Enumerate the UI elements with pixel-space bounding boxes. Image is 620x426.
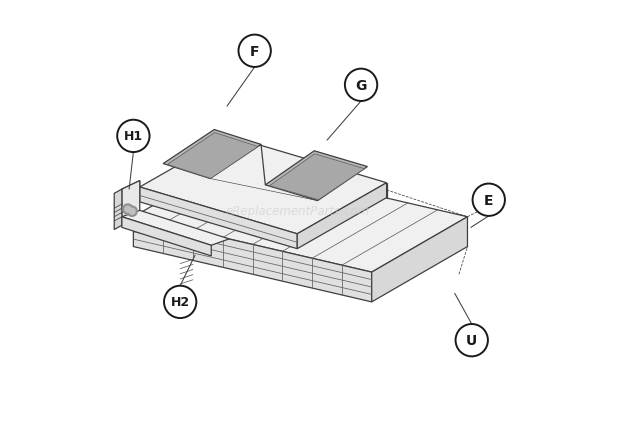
Circle shape xyxy=(127,207,137,217)
Polygon shape xyxy=(114,190,122,230)
Polygon shape xyxy=(133,162,467,273)
Circle shape xyxy=(345,69,377,102)
Text: H2: H2 xyxy=(170,296,190,309)
Text: eReplacementParts.com: eReplacementParts.com xyxy=(225,204,370,217)
Polygon shape xyxy=(270,154,365,200)
Text: G: G xyxy=(355,79,367,92)
Polygon shape xyxy=(163,130,261,179)
Circle shape xyxy=(125,207,131,213)
Polygon shape xyxy=(133,217,372,302)
Text: E: E xyxy=(484,193,494,207)
Polygon shape xyxy=(372,217,467,302)
Polygon shape xyxy=(122,181,140,196)
Circle shape xyxy=(129,209,135,215)
Polygon shape xyxy=(167,133,258,179)
Polygon shape xyxy=(297,183,387,249)
Circle shape xyxy=(164,286,197,318)
Polygon shape xyxy=(122,217,211,256)
Circle shape xyxy=(239,35,271,68)
Polygon shape xyxy=(265,151,368,201)
Polygon shape xyxy=(140,187,297,249)
Circle shape xyxy=(472,184,505,216)
Text: U: U xyxy=(466,334,477,347)
Circle shape xyxy=(123,204,133,215)
Polygon shape xyxy=(122,211,229,246)
Circle shape xyxy=(117,121,149,153)
Polygon shape xyxy=(140,137,387,234)
Text: F: F xyxy=(250,45,259,59)
Circle shape xyxy=(456,324,488,357)
Polygon shape xyxy=(122,181,140,226)
Text: H1: H1 xyxy=(124,130,143,143)
